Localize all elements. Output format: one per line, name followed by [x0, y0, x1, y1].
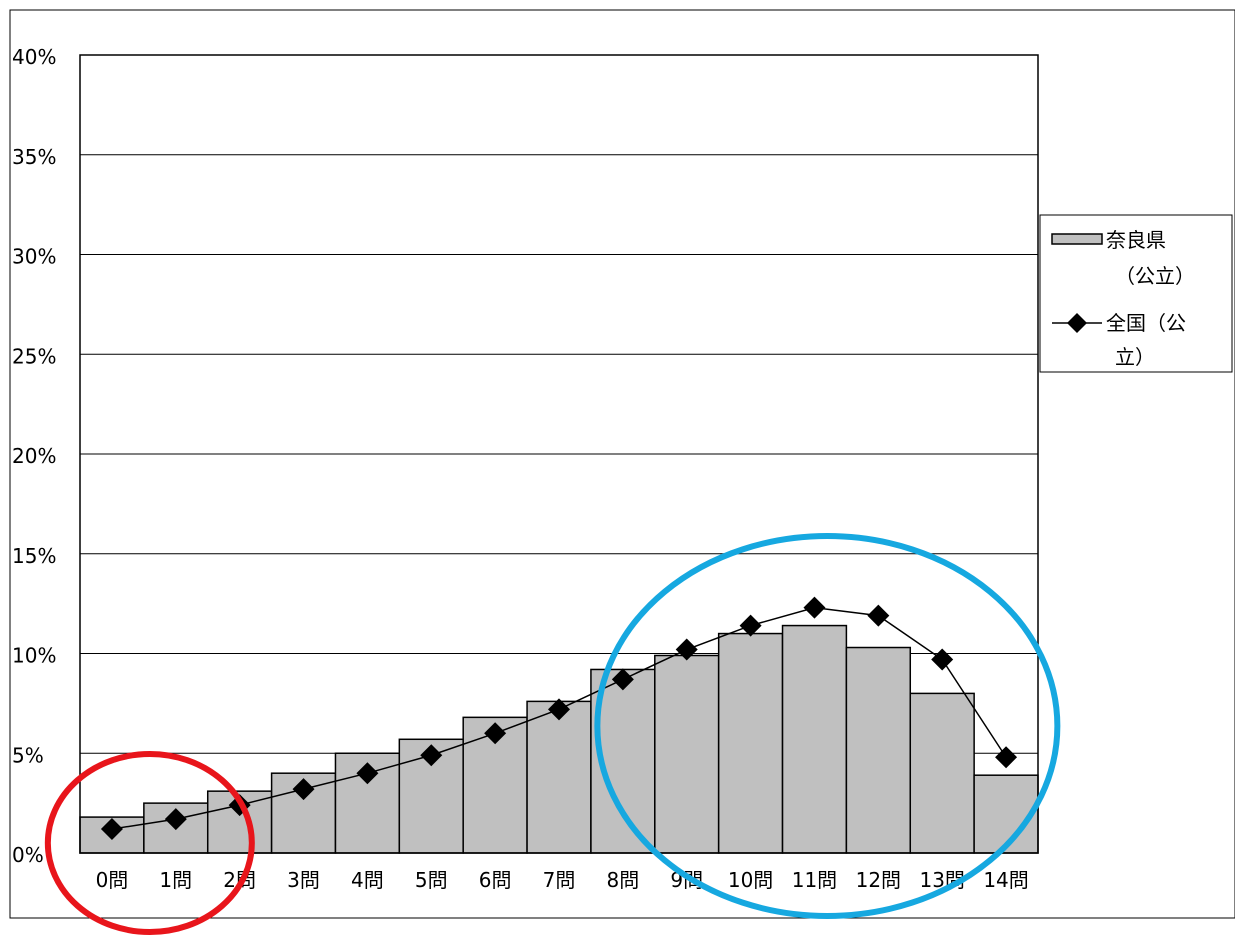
y-tick-label: 0%: [12, 843, 44, 867]
x-tick-label: 8問: [606, 868, 639, 892]
x-tick-label: 6問: [479, 868, 512, 892]
line-point: [484, 722, 507, 745]
y-tick-label: 25%: [12, 344, 56, 368]
plot-area-border: [79, 54, 1039, 854]
x-tick-label: 14問: [983, 868, 1028, 892]
y-tick-label: 5%: [12, 743, 44, 767]
y-tick-label: 30%: [12, 245, 56, 269]
x-tick-label: 5問: [415, 868, 448, 892]
x-tick-label: 3問: [287, 868, 320, 892]
bar: [909, 692, 975, 854]
x-tick-label: 4問: [351, 868, 384, 892]
x-tick-label: 0問: [96, 868, 129, 892]
bar: [654, 654, 720, 854]
x-tick-label: 10問: [728, 868, 773, 892]
y-tick-label: 15%: [12, 544, 56, 568]
bar: [526, 700, 592, 854]
highlight-ellipse: [44, 751, 255, 935]
line-point: [420, 744, 443, 767]
x-tick-label: 7問: [543, 868, 576, 892]
line-point: [100, 818, 123, 841]
line-point: [356, 762, 379, 785]
x-tick-label: 12問: [856, 868, 901, 892]
bar: [973, 774, 1039, 854]
bar: [781, 624, 848, 854]
y-tick-label: 20%: [12, 444, 56, 468]
line-point: [164, 808, 187, 831]
bar: [845, 646, 912, 854]
legend-bar-label: （公立）: [1115, 264, 1195, 288]
y-tick-label: 10%: [12, 644, 56, 668]
line-point: [931, 648, 954, 671]
legend-line-label: 全国（公: [1106, 311, 1186, 335]
line-point: [611, 668, 634, 691]
line-point: [548, 698, 570, 721]
legend-line-label: 立）: [1115, 345, 1155, 369]
highlight-ellipse: [594, 533, 1061, 919]
legend-bar-swatch: [1051, 233, 1103, 245]
y-tick-label: 40%: [12, 45, 56, 69]
legend-bar-label: 奈良県: [1106, 228, 1166, 252]
line-point: [675, 638, 698, 661]
line-point: [867, 604, 890, 627]
line-point: [995, 746, 1018, 769]
y-tick-label: 35%: [12, 145, 56, 169]
line-point: [292, 778, 315, 801]
x-tick-label: 11問: [792, 868, 837, 892]
line-point: [739, 614, 762, 637]
line-point: [803, 596, 826, 619]
bar: [717, 632, 784, 854]
legend-line-marker: [1067, 313, 1087, 333]
x-tick-label: 1問: [159, 868, 192, 892]
